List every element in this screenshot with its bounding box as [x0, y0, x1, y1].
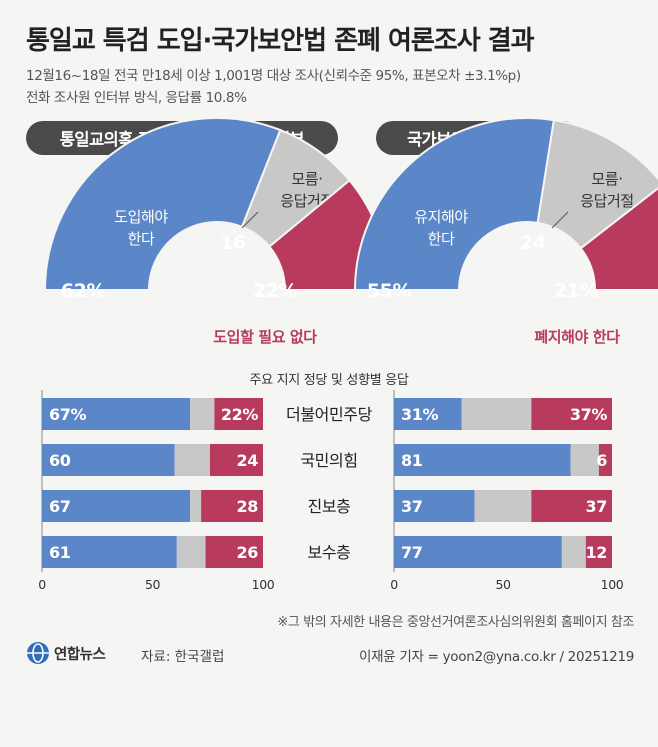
brand: 연합뉴스 [26, 641, 106, 665]
bars1-row4-value-1: 61 [49, 543, 71, 562]
donut1-leader-line [241, 211, 259, 229]
bars2-row3-value-1: 37 [401, 497, 422, 516]
bars1-row4-seg2 [176, 536, 206, 568]
bars2-row2-value-3: 6 [596, 451, 607, 470]
bars2-row4-seg1 [394, 536, 562, 568]
bars2-row3-value-3: 37 [586, 497, 607, 516]
bars1-row4-seg3 [205, 536, 263, 568]
bars2-row4-value-3: 12 [586, 543, 607, 562]
bars2-row1-seg3 [531, 398, 612, 430]
bars2-row1-seg2 [461, 398, 532, 430]
bars1-row4-value-3: 26 [237, 543, 259, 562]
donut2-slice-3-label: 폐지해야 한다 [534, 328, 620, 346]
bars2-row2-seg2 [570, 444, 599, 476]
footnote: ※그 밖의 자세한 내용은 중앙선거여론조사심의위원회 홈페이지 참조 [277, 615, 634, 630]
bars2-tick-1: 0 [390, 577, 398, 592]
donut2-slice-3-value: 21% [554, 280, 599, 302]
donut2-slice-2 [536, 118, 658, 250]
bars2-tick-3: 100 [601, 577, 624, 592]
bars1-row3-value-1: 67 [49, 497, 70, 516]
bars1-row3-seg1 [42, 490, 191, 522]
donut1-slice-1-label: 도입해야 [114, 208, 168, 226]
bars1-row1-value-3: 22% [221, 405, 258, 424]
credit: 이재윤 기자 = yoon2@yna.co.kr / 20251219 [359, 649, 634, 665]
donut1-slice-2-label: 모름· [291, 170, 322, 188]
bars2-row1-value-1: 31% [401, 405, 438, 424]
bars1-row1-seg2 [190, 398, 215, 430]
bars1-tick-2: 50 [145, 577, 161, 592]
donut2-slice-2-label: 모름· [591, 170, 622, 188]
bars1-row3-value-3: 28 [237, 497, 259, 516]
bars2-row4-seg2 [561, 536, 586, 568]
bars1-tick-3: 100 [252, 577, 275, 592]
bars2-row3-seg1 [394, 490, 475, 522]
donut2-slice-2-label: 응답거절 [580, 192, 634, 210]
middle-label: 주요 지지 정당 및 성향별 응답 [249, 373, 408, 388]
donut1-slice-3-value: 22% [253, 280, 298, 302]
bars1-row4-seg1 [42, 536, 177, 568]
bars2-row2-value-1: 81 [401, 451, 423, 470]
donut1-slice-1 [43, 117, 282, 291]
source: 자료: 한국갤럽 [141, 649, 225, 665]
donut2-slice-1-label: 한다 [428, 230, 455, 248]
bars2-row4-value-1: 77 [401, 543, 422, 562]
bars1-tick-1: 0 [38, 577, 46, 592]
category-label-4: 보수층 [308, 543, 351, 562]
bars2-row3-seg2 [474, 490, 532, 522]
yonhap-logo-icon [27, 642, 49, 664]
category-label-3: 진보층 [308, 497, 351, 516]
donut2-slice-1 [353, 117, 556, 291]
donut2-slice-1-value: 55% [367, 280, 412, 302]
bars2-row3-seg3 [531, 490, 612, 522]
page-title: 통일교 특검 도입·국가보안법 존폐 여론조사 결과 [26, 26, 535, 56]
survey-info-line1: 12월16~18일 전국 만18세 이상 1,001명 대상 조사(신뢰수준 9… [26, 68, 521, 84]
donut2-slice-1-label: 유지해야 [414, 208, 468, 226]
bars2-row4-seg3 [585, 536, 612, 568]
donut1-slice-1-value: 62% [61, 280, 106, 302]
bars1-row2-value-3: 24 [237, 451, 259, 470]
donut2-slice-3 [579, 187, 658, 291]
bars1-row2-seg2 [174, 444, 210, 476]
bars2-row2-seg1 [394, 444, 571, 476]
donut1-slice-1-label: 한다 [128, 230, 155, 248]
bars1-row2-value-1: 60 [49, 451, 71, 470]
donut2-leader-line [551, 211, 569, 229]
donut2-slice-2-value: 24 [520, 232, 546, 254]
category-label-2: 국민의힘 [300, 451, 357, 470]
donut1-slice-2-value: 16 [220, 232, 246, 254]
bars1-row1-seg3 [214, 398, 263, 430]
bars2-tick-2: 50 [495, 577, 511, 592]
brand-name: 연합뉴스 [54, 646, 106, 663]
category-label-1: 더불어민주당 [286, 405, 373, 424]
bars2-row1-seg1 [394, 398, 462, 430]
bars1-row3-seg3 [201, 490, 263, 522]
survey-info-line2: 전화 조사원 인터뷰 방식, 응답률 10.8% [26, 90, 247, 106]
bars1-row1-seg1 [42, 398, 191, 430]
bars1-row3-seg2 [190, 490, 202, 522]
bars1-row1-value-1: 67% [49, 405, 86, 424]
donut1-slice-3-label: 도입할 필요 없다 [213, 328, 317, 346]
bars1-row2-seg1 [42, 444, 175, 476]
bars1-row2-seg3 [209, 444, 263, 476]
bars2-row1-value-3: 37% [570, 405, 607, 424]
bars2-row2-seg3 [598, 444, 612, 476]
